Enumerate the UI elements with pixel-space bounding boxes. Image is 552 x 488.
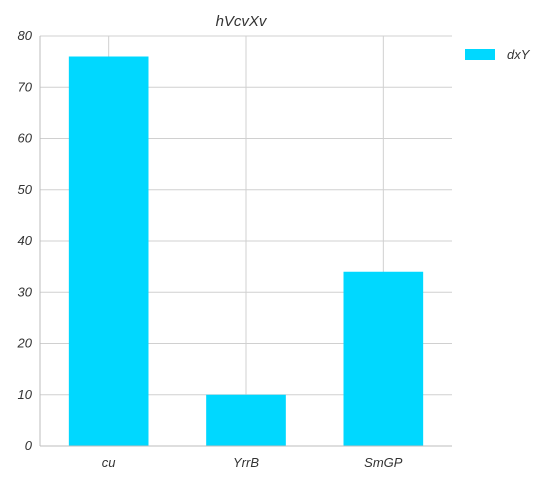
x-tick-label: YrrB <box>233 455 259 470</box>
y-tick-label: 60 <box>18 131 33 146</box>
bar <box>68 56 149 446</box>
y-tick-label: 70 <box>18 79 33 94</box>
chart-title: hVcvXv <box>216 13 268 30</box>
bars <box>68 56 424 446</box>
y-tick-label: 30 <box>18 284 33 299</box>
bar <box>206 394 286 446</box>
bar <box>343 271 424 446</box>
y-tick-label: 50 <box>18 182 33 197</box>
y-tick-label: 20 <box>17 336 33 351</box>
y-tick-label: 0 <box>25 438 33 453</box>
x-tick-label: SmGP <box>364 455 403 470</box>
y-tick-label: 40 <box>18 233 33 248</box>
legend-label: dxY <box>507 47 531 62</box>
legend-swatch <box>465 49 495 60</box>
y-tick-label: 10 <box>18 387 33 402</box>
x-tick-label: cu <box>102 455 116 470</box>
legend: dxY <box>465 47 531 62</box>
axes: 0 10 20 30 40 50 60 70 80 cu YrrB SmGP <box>17 28 452 470</box>
y-tick-label: 80 <box>18 28 33 43</box>
